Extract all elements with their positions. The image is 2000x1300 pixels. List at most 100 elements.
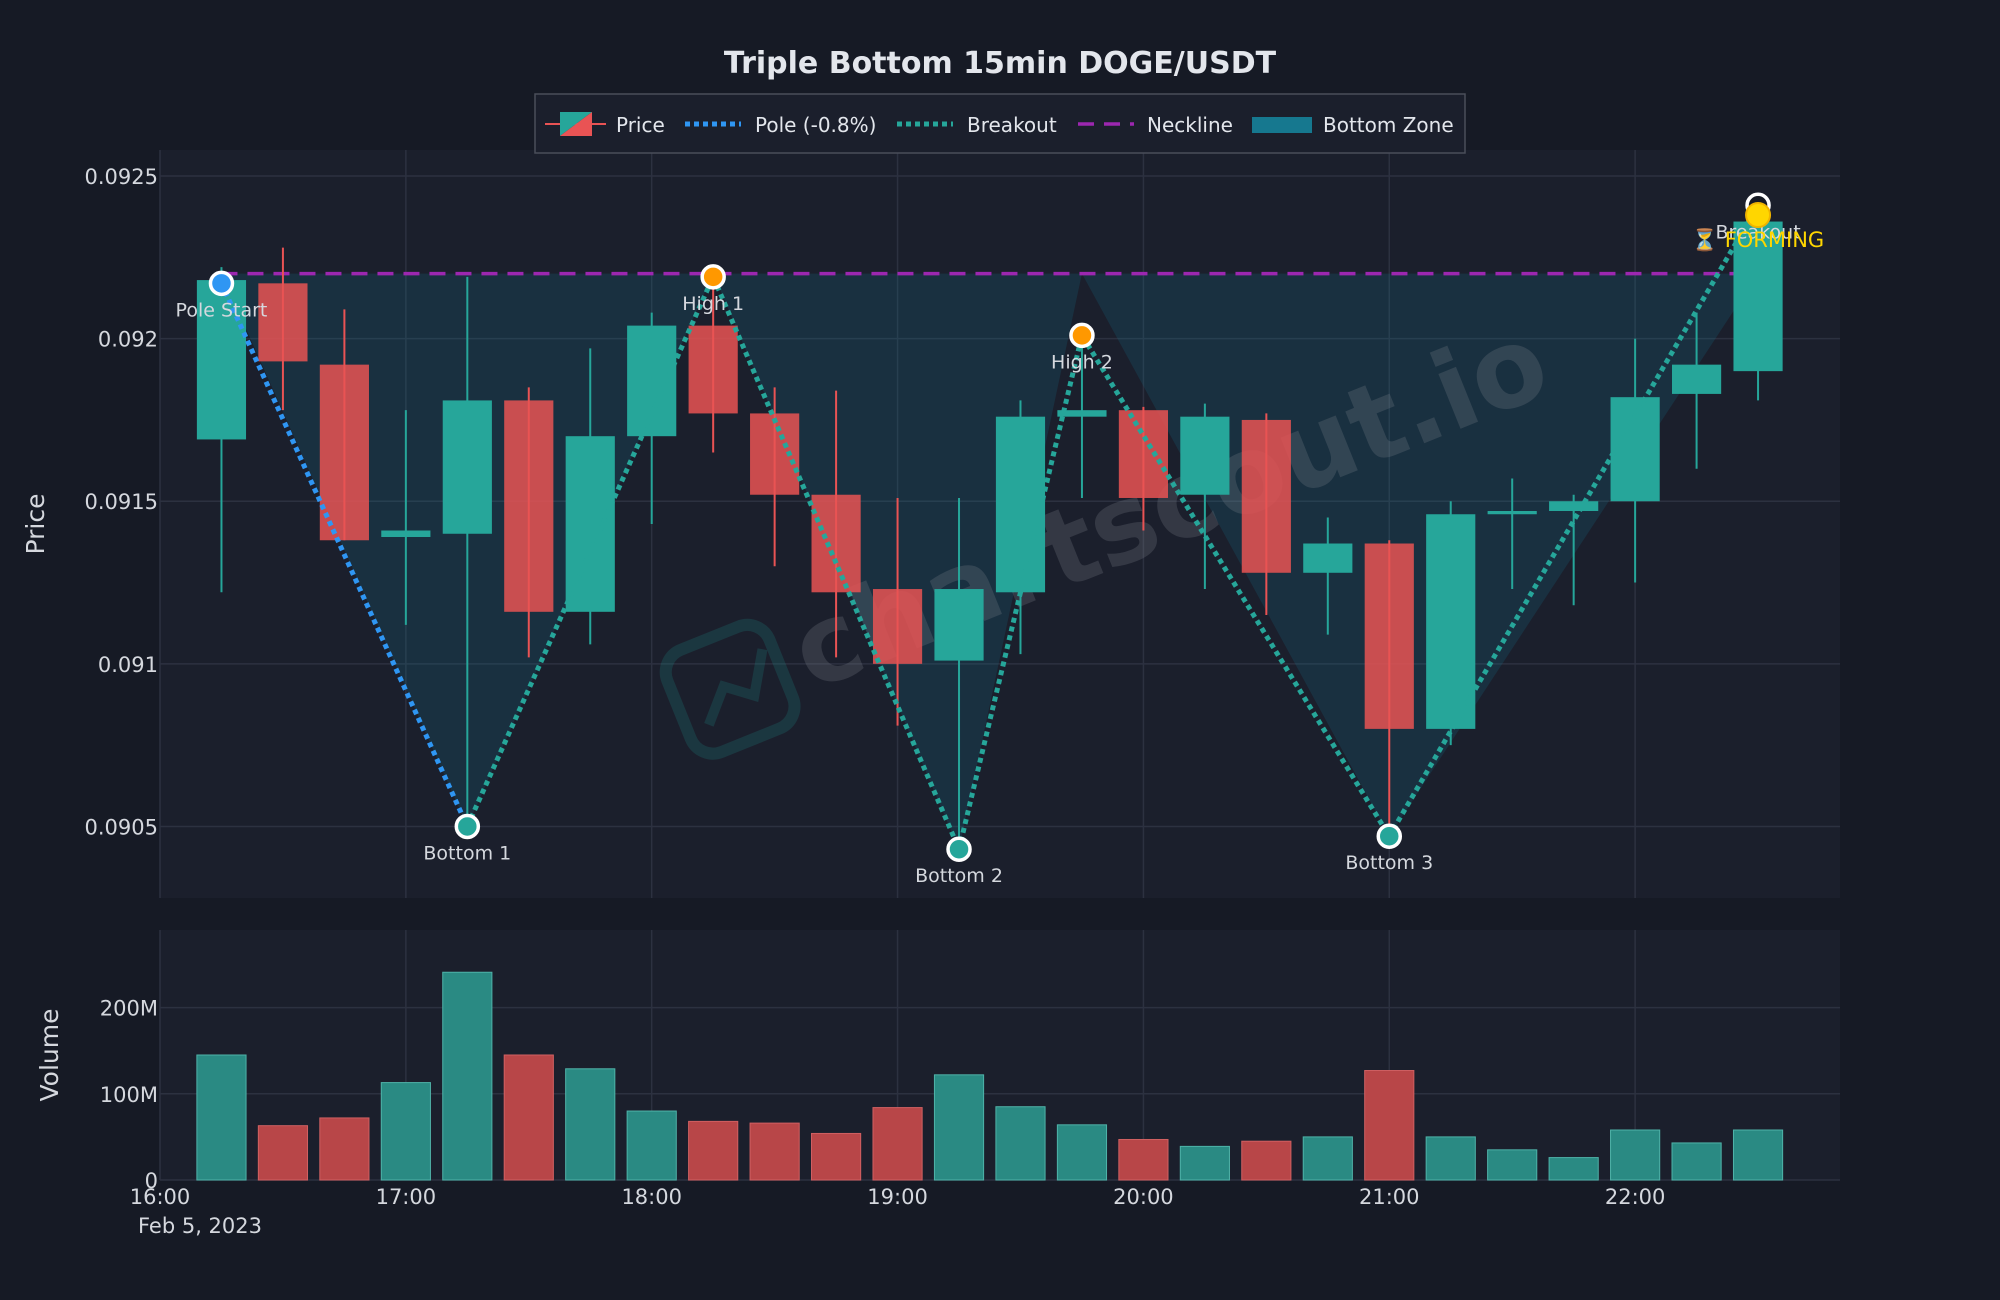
volume-bar xyxy=(995,1106,1046,1181)
volume-bar xyxy=(933,1074,985,1181)
axes: 0.0905 0.091 0.0915 0.092 0.0925 0 100M 200M 16:… xyxy=(85,165,1666,1209)
volume-bar xyxy=(1302,1136,1353,1181)
volume-bar xyxy=(1056,1124,1108,1181)
volume-bar xyxy=(1671,1142,1722,1181)
volume-tick-label: 200M xyxy=(100,997,158,1021)
watermark-logo-icon xyxy=(659,618,801,760)
price-axis-label: Price xyxy=(21,494,50,555)
pattern-point-label: High 2 xyxy=(1051,351,1113,373)
candle-body xyxy=(1549,501,1599,511)
volume-bar xyxy=(319,1117,370,1181)
pattern-point-label: Pole Start xyxy=(176,299,268,321)
price-tick-label: 0.0905 xyxy=(85,815,158,839)
legend-label-price: Price xyxy=(616,113,665,137)
candle-body xyxy=(381,530,431,538)
price-tick-label: 0.092 xyxy=(98,328,158,352)
bottom-zone-area xyxy=(1081,273,1759,837)
pattern-point-marker xyxy=(208,270,235,297)
candle-body xyxy=(1241,419,1291,573)
price-tick-label: 0.0925 xyxy=(85,165,158,189)
legend: Price Pole (-0.8%) Breakout Neckline Bot… xyxy=(534,93,1466,154)
pattern-points: Pole Start Bottom 1 High 1 Bottom 2 High 2 Bo… xyxy=(176,192,1824,887)
volume-bar xyxy=(1548,1157,1599,1181)
candle-body xyxy=(258,283,308,362)
time-tick-label: 17:00 xyxy=(376,1185,437,1209)
volume-bar xyxy=(442,971,493,1181)
candle-body xyxy=(319,364,369,541)
pattern-point-marker xyxy=(946,836,972,862)
volume-bar xyxy=(872,1107,923,1181)
volume-tick-label: 100M xyxy=(100,1083,158,1107)
candle-body xyxy=(1180,416,1230,495)
pole-line xyxy=(219,282,470,828)
pattern-point-marker xyxy=(1069,322,1095,349)
pattern-lines xyxy=(219,204,1761,858)
time-tick-label: 18:00 xyxy=(621,1185,682,1209)
chart-title: Triple Bottom 15min DOGE/USDT xyxy=(724,46,1277,81)
candle-body xyxy=(442,400,492,534)
forming-label: ⏳ FORMING xyxy=(1692,227,1824,252)
volume-tick-label: 0 xyxy=(145,1169,158,1193)
volume-bar xyxy=(1118,1138,1169,1181)
pattern-point-marker xyxy=(1376,823,1403,849)
volume-bar xyxy=(196,1054,247,1181)
date-label: Feb 5, 2023 xyxy=(138,1214,262,1238)
legend-swatch-bottom-zone xyxy=(1252,117,1312,133)
legend-label-breakout: Breakout xyxy=(967,113,1057,137)
volume-bar xyxy=(565,1068,616,1181)
pattern-point-label: Breakout xyxy=(1715,221,1800,243)
forming-marker xyxy=(1745,202,1772,229)
volume-bar xyxy=(1179,1145,1230,1181)
legend-label-bottom-zone: Bottom Zone xyxy=(1323,113,1454,137)
volume-bar xyxy=(1487,1149,1538,1181)
volume-bar xyxy=(1610,1129,1661,1181)
time-tick-label: 16:00 xyxy=(130,1185,191,1209)
volume-bar xyxy=(811,1132,862,1181)
time-tick-label: 21:00 xyxy=(1359,1185,1420,1209)
candle-body xyxy=(1303,543,1353,573)
watermark-logo-line xyxy=(704,648,768,727)
volume-bar xyxy=(688,1120,739,1181)
volume-axis-label: Volume xyxy=(35,1009,64,1102)
time-tick-label: 22:00 xyxy=(1605,1185,1666,1209)
price-tick-label: 0.091 xyxy=(98,653,158,677)
candles xyxy=(196,215,1783,853)
candle-body xyxy=(1672,364,1722,394)
candle-body xyxy=(688,325,738,414)
time-tick-label: 20:00 xyxy=(1113,1185,1174,1209)
candle-body xyxy=(1733,221,1783,372)
candle-body xyxy=(1057,410,1107,417)
volume-bar xyxy=(380,1082,431,1181)
volume-bars xyxy=(196,971,1784,1181)
volume-bar xyxy=(1241,1140,1292,1181)
volume-bar xyxy=(1425,1136,1476,1181)
volume-bar xyxy=(626,1110,677,1181)
volume-bar xyxy=(1364,1070,1415,1181)
volume-bar xyxy=(749,1122,800,1181)
candle-body xyxy=(995,416,1046,593)
pattern-point-label: Bottom 2 xyxy=(915,865,1003,887)
volume-bar xyxy=(503,1054,554,1181)
candle-body xyxy=(1364,543,1414,729)
legend-candle-down xyxy=(560,112,592,136)
volume-bar xyxy=(1732,1129,1784,1181)
candle-body xyxy=(1487,510,1537,515)
candle-body xyxy=(811,494,861,593)
candle-body xyxy=(872,589,923,664)
pattern-point-marker xyxy=(454,813,481,840)
candle-body xyxy=(1426,514,1476,729)
legend-label-neckline: Neckline xyxy=(1147,113,1233,137)
price-tick-label: 0.0915 xyxy=(85,490,158,514)
breakout-line xyxy=(465,204,1761,858)
time-tick-label: 19:00 xyxy=(867,1185,928,1209)
pattern-point-label: Bottom 1 xyxy=(423,842,511,864)
pattern-point-label: Bottom 3 xyxy=(1345,852,1433,874)
legend-label-pole: Pole (-0.8%) xyxy=(755,113,876,137)
candle-body xyxy=(504,400,554,612)
candle-body xyxy=(934,589,984,661)
candle-body xyxy=(1118,410,1168,498)
volume-bar xyxy=(257,1125,309,1181)
candle-body xyxy=(565,436,615,612)
pattern-point-label: High 1 xyxy=(682,293,744,315)
